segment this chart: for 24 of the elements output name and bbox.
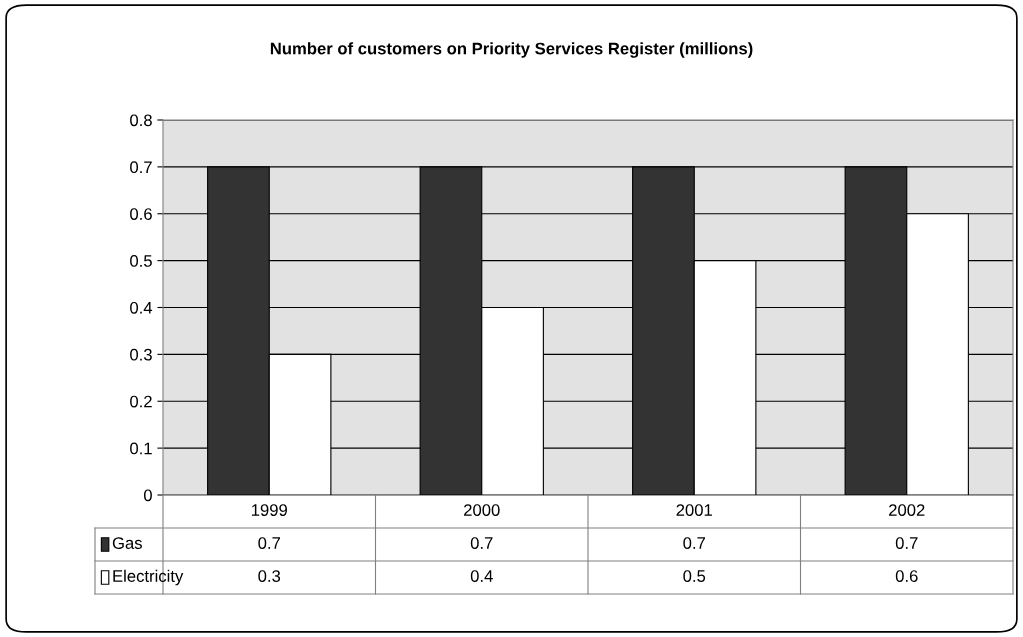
- data-label: 0.4: [470, 570, 493, 582]
- chart-title: Number of customers on Priority Services Register (millions): [270, 42, 753, 58]
- y-tick-label: 0.4: [130, 301, 153, 314]
- y-tick-label: 0.7: [130, 161, 152, 174]
- y-tick-label: 0.3: [130, 348, 152, 361]
- data-label: 0.7: [895, 537, 918, 549]
- x-tick-label: 2001: [676, 504, 712, 516]
- y-tick-label: 0: [143, 489, 152, 502]
- y-tick-label: 0.8: [130, 114, 152, 127]
- data-label: 0.6: [895, 570, 918, 582]
- data-label: 0.5: [683, 570, 706, 582]
- x-tick-label: 2000: [464, 504, 500, 516]
- data-label: 0.7: [258, 537, 280, 549]
- x-tick-label: 1999: [251, 504, 287, 516]
- y-tick-label: 0.5: [130, 255, 152, 267]
- x-tick-label: 2002: [889, 504, 925, 516]
- y-tick-label: 0.6: [130, 208, 152, 220]
- data-label: 0.3: [258, 570, 281, 582]
- legend-label: Gas: [112, 537, 142, 549]
- y-tick-label: 0.1: [130, 442, 152, 455]
- data-label: 0.7: [470, 537, 493, 549]
- y-tick-label: 0.2: [130, 395, 152, 408]
- data-label: 0.7: [683, 537, 705, 549]
- legend-label: Electricity: [113, 569, 184, 586]
